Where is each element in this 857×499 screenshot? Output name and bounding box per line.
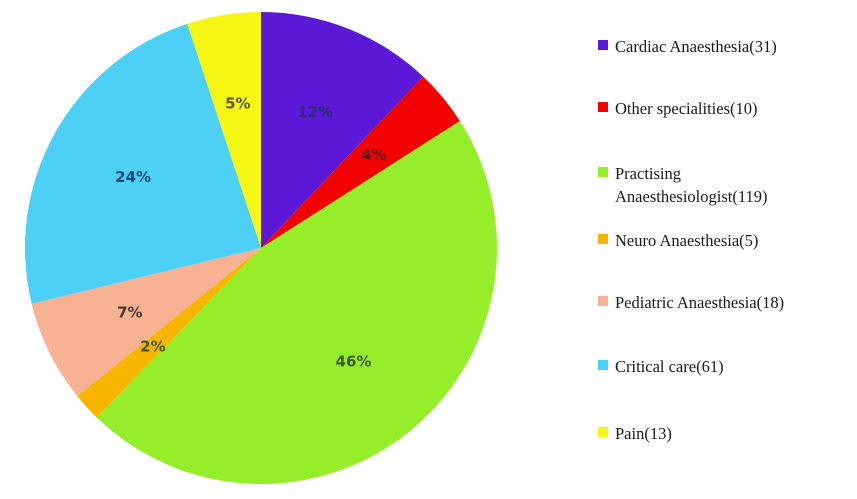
legend-label: Pediatric Anaesthesia(18) [615,293,785,312]
legend-swatch [598,234,608,244]
legend-label: Critical care(61) [615,357,724,376]
legend-swatch [598,427,608,437]
legend-label: Pain(13) [615,424,672,443]
legend-item-pain: Pain(13) [598,422,850,445]
legend: Cardiac Anaesthesia(31) Other specialiti… [598,0,857,499]
legend-swatch [598,167,608,177]
slice-percent-label: 7% [117,304,142,322]
pie-plot: 12% 4% 46% 2% 7% 24% 5% [24,12,498,485]
pie-slice [187,12,261,248]
slice-percent-label: 2% [140,338,165,356]
legend-item-cardiac-anaesthesia: Cardiac Anaesthesia(31) [598,35,850,58]
pie-slice [31,248,262,397]
legend-item-other-specialities: Other specialities(10) [598,97,850,120]
legend-label: Cardiac Anaesthesia(31) [615,37,777,56]
legend-label: Neuro Anaesthesia(5) [615,231,759,250]
slice-percent-label: 46% [336,352,372,370]
legend-swatch [598,102,608,112]
pie-slice-labels: 12% 4% 46% 2% 7% 24% 5% [115,95,386,371]
pie-slices [24,12,498,485]
legend-item-pediatric-anaesthesia: Pediatric Anaesthesia(18) [598,291,850,314]
pie-slice [96,120,498,485]
pie-slice [24,23,262,304]
slice-percent-label: 5% [225,95,250,113]
pie-slice [261,76,460,248]
legend-item-practising-anaesthesiologist: Practising Anaesthesiologist(119) [598,162,820,208]
pie-slice [77,248,261,418]
legend-item-neuro-anaesthesia: Neuro Anaesthesia(5) [598,229,850,252]
legend-item-critical-care: Critical care(61) [598,355,850,378]
slice-percent-label: 4% [361,146,386,164]
legend-swatch [598,360,608,370]
slice-percent-label: 12% [297,103,333,121]
pie-slice [261,12,424,248]
slice-percent-label: 24% [115,168,151,186]
legend-label: Practising Anaesthesiologist(119) [615,164,768,206]
legend-swatch [598,296,608,306]
legend-swatch [598,40,608,50]
legend-label: Other specialities(10) [615,99,758,118]
